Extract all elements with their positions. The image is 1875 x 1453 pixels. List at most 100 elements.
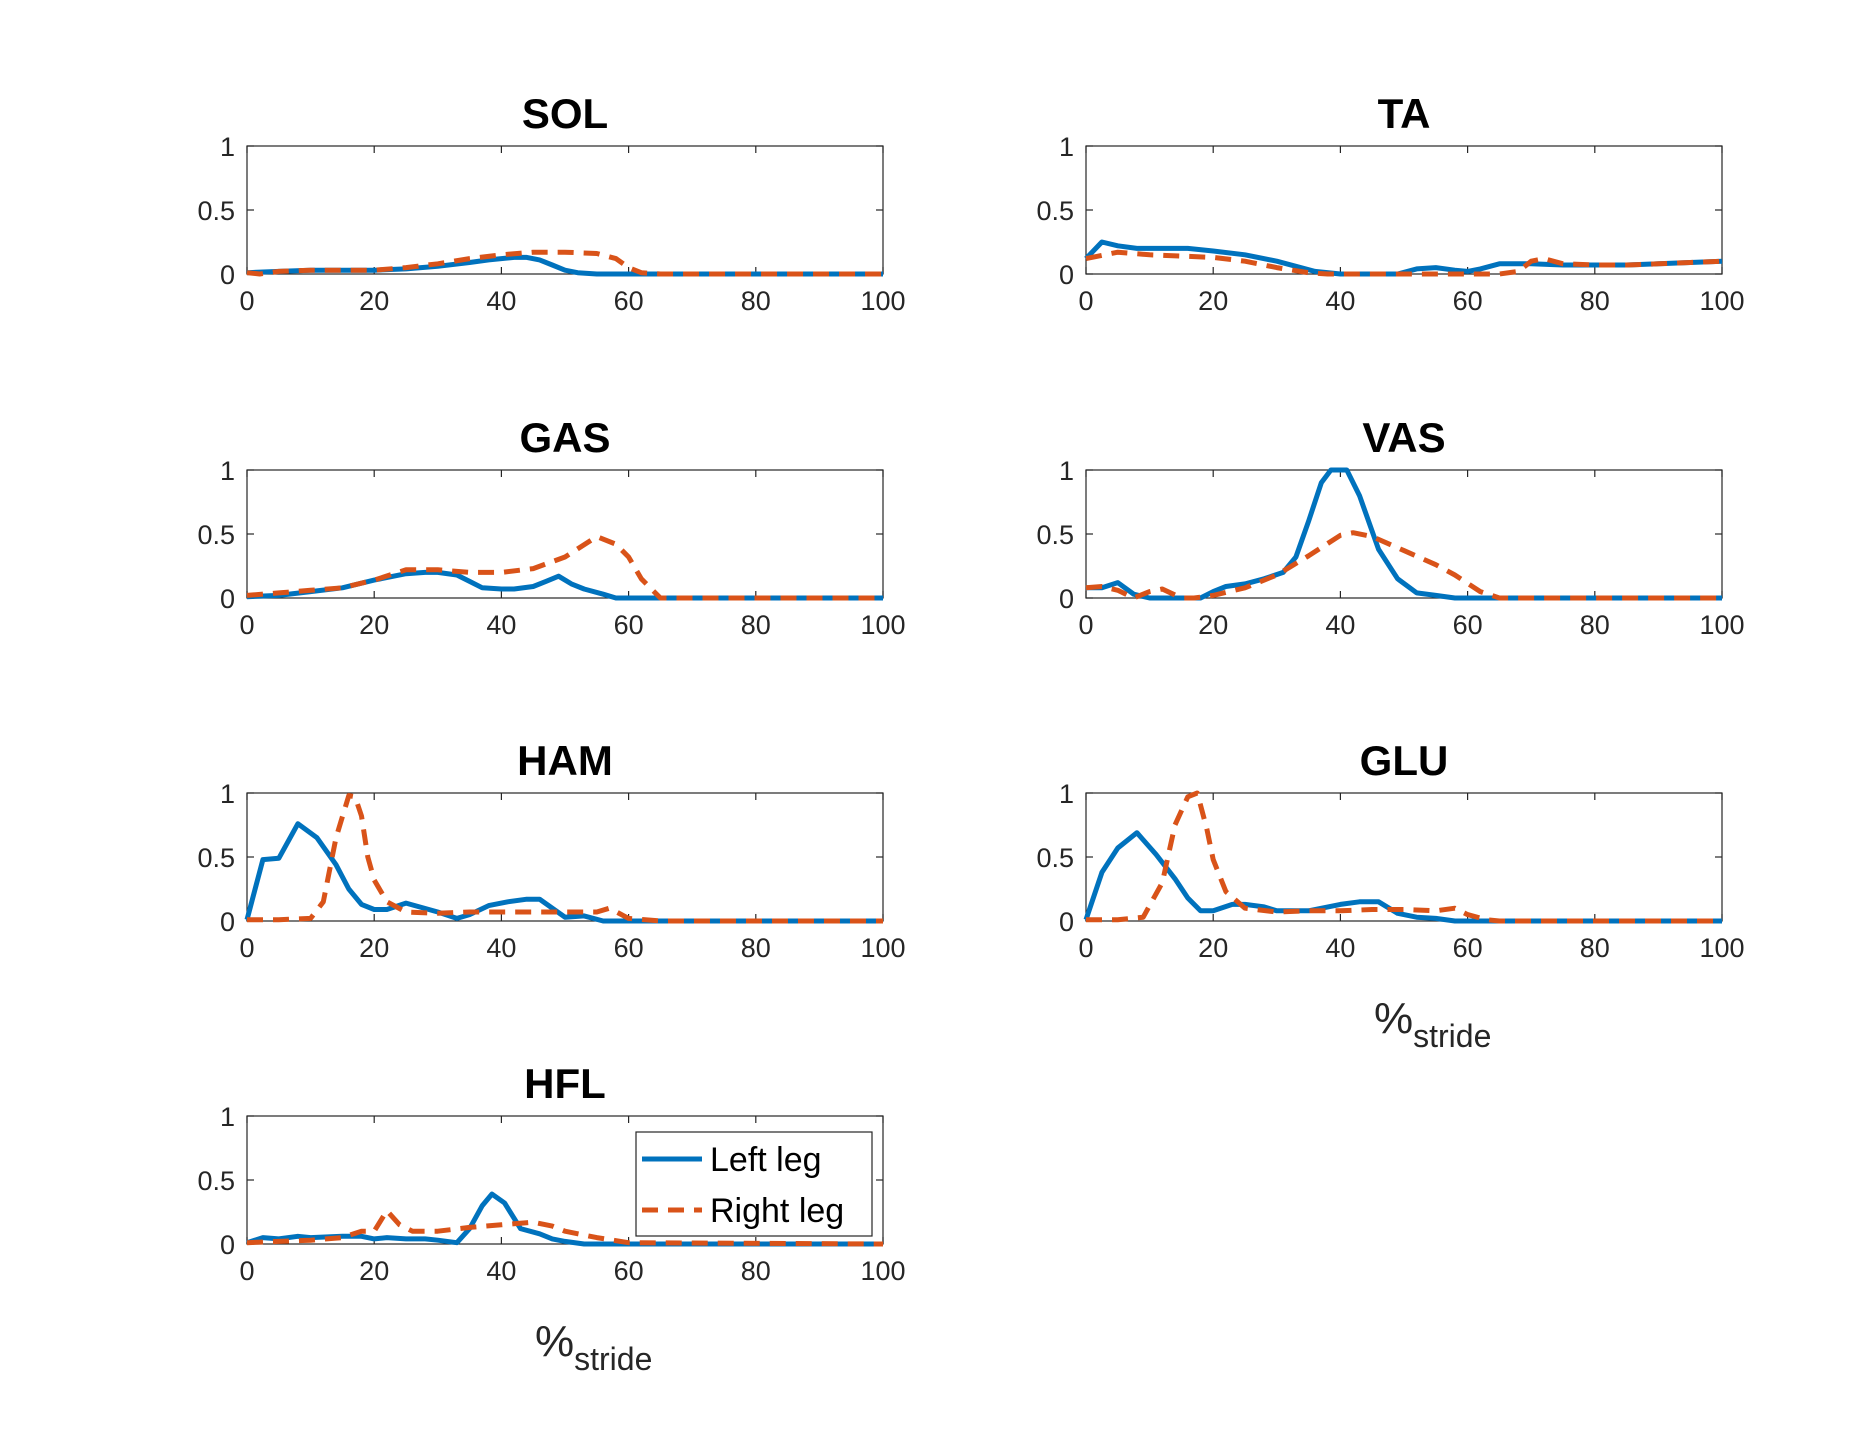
series-line-right-leg <box>1085 249 1723 277</box>
x-tick-label: 100 <box>1699 933 1744 963</box>
x-tick-label: 0 <box>1078 286 1093 316</box>
x-tick-label: 100 <box>860 286 905 316</box>
x-tick-label: 100 <box>860 1256 905 1286</box>
x-tick-label: 40 <box>486 1256 516 1286</box>
y-tick-label: 0 <box>1059 907 1074 937</box>
x-tick-label: 20 <box>359 933 389 963</box>
x-tick-label: 0 <box>239 933 254 963</box>
axes-box <box>1085 145 1723 275</box>
x-tick-label: 40 <box>1325 610 1355 640</box>
panel-sol: SOL 0 20 40 60 80 100 0 0.5 1 <box>197 90 905 316</box>
y-tick-label: 1 <box>220 1102 235 1132</box>
series-line-left-leg <box>1083 830 1722 924</box>
x-tick-label: 80 <box>741 1256 771 1286</box>
axes-box <box>246 469 884 599</box>
panel-ham: HAM 0 20 40 60 80 100 0 0.5 1 <box>197 737 905 963</box>
x-tick-label: 20 <box>359 286 389 316</box>
x-tick-label: 80 <box>1580 286 1610 316</box>
y-tick-label: 0 <box>1059 260 1074 290</box>
y-tick-label: 0.5 <box>1036 843 1074 873</box>
x-tick-label: 0 <box>1078 610 1093 640</box>
panel-vas: VAS 0 20 40 60 80 100 0 0.5 1 <box>1036 414 1744 640</box>
x-axis-label: %stride <box>1374 994 1491 1054</box>
y-tick-label: 1 <box>220 456 235 486</box>
panel-title-glu: GLU <box>1360 737 1449 784</box>
x-tick-label: 60 <box>614 933 644 963</box>
x-tick-label: 20 <box>1198 610 1228 640</box>
series-line-left-leg <box>244 821 883 924</box>
y-tick-label: 0 <box>220 1230 235 1260</box>
x-tick-label: 80 <box>741 286 771 316</box>
series-line-right-leg <box>246 534 883 601</box>
legend-label-right-leg: Right leg <box>710 1192 844 1230</box>
legend-label-left-leg: Left leg <box>710 1141 822 1179</box>
y-tick-label: 1 <box>1059 456 1074 486</box>
panel-glu: GLU 0 20 40 60 80 100 0 0.5 1 %stride <box>1036 737 1744 1054</box>
y-tick-label: 0.5 <box>197 196 235 226</box>
x-axis-label: %stride <box>535 1317 652 1377</box>
x-tick-label: 60 <box>614 610 644 640</box>
y-tick-label: 1 <box>1059 132 1074 162</box>
x-tick-label: 100 <box>1699 610 1744 640</box>
x-tick-label: 20 <box>359 1256 389 1286</box>
x-tick-label: 60 <box>1453 286 1483 316</box>
x-tick-label: 20 <box>1198 286 1228 316</box>
legend: Left leg Right leg <box>635 1131 873 1237</box>
series-line-left-leg <box>246 1191 883 1247</box>
y-tick-label: 0 <box>220 907 235 937</box>
panel-title-hfl: HFL <box>524 1060 606 1107</box>
series-line-right-leg <box>246 1208 884 1247</box>
panel-gas: GAS 0 20 40 60 80 100 0 0.5 1 <box>197 414 905 640</box>
x-tick-label: 100 <box>860 933 905 963</box>
axes-box <box>246 145 884 275</box>
x-tick-label: 20 <box>1198 933 1228 963</box>
y-tick-label: 0 <box>1059 584 1074 614</box>
y-tick-label: 1 <box>220 132 235 162</box>
y-tick-label: 0.5 <box>1036 520 1074 550</box>
x-tick-label: 80 <box>1580 610 1610 640</box>
y-tick-label: 0.5 <box>1036 196 1074 226</box>
x-tick-label: 0 <box>239 610 254 640</box>
y-tick-label: 1 <box>220 779 235 809</box>
panel-ta: TA 0 20 40 60 80 100 0 0.5 1 <box>1036 90 1744 316</box>
x-tick-label: 40 <box>486 286 516 316</box>
x-tick-label: 40 <box>1325 286 1355 316</box>
series-line-right-leg <box>1086 790 1722 924</box>
x-tick-label: 0 <box>1078 933 1093 963</box>
x-tick-label: 0 <box>239 286 254 316</box>
series-line-right-leg <box>1085 530 1722 601</box>
series-line-left-leg <box>1086 467 1722 601</box>
axes-box <box>246 792 884 922</box>
panel-title-sol: SOL <box>522 90 608 137</box>
panel-title-ta: TA <box>1378 90 1431 137</box>
x-tick-label: 60 <box>614 286 644 316</box>
panel-hfl: HFL 0 20 40 60 80 100 0 0.5 1 %stride Left leg Right… <box>197 1060 905 1377</box>
x-tick-label: 40 <box>486 933 516 963</box>
y-tick-label: 0.5 <box>197 520 235 550</box>
series-line-right-leg <box>247 793 883 924</box>
x-tick-label: 0 <box>239 1256 254 1286</box>
y-tick-label: 0.5 <box>197 843 235 873</box>
x-tick-label: 60 <box>1453 933 1483 963</box>
x-tick-label: 20 <box>359 610 389 640</box>
x-tick-label: 80 <box>741 610 771 640</box>
panel-title-vas: VAS <box>1362 414 1445 461</box>
y-tick-label: 0 <box>220 584 235 614</box>
x-tick-label: 60 <box>1453 610 1483 640</box>
x-tick-label: 60 <box>614 1256 644 1286</box>
axes-box <box>1085 469 1723 599</box>
panel-title-ham: HAM <box>517 737 613 784</box>
x-tick-label: 80 <box>1580 933 1610 963</box>
x-tick-label: 100 <box>860 610 905 640</box>
x-tick-label: 80 <box>741 933 771 963</box>
x-tick-label: 40 <box>1325 933 1355 963</box>
y-tick-label: 0 <box>220 260 235 290</box>
y-tick-label: 1 <box>1059 779 1074 809</box>
x-tick-label: 100 <box>1699 286 1744 316</box>
legend-box <box>635 1131 873 1237</box>
y-tick-label: 0.5 <box>197 1166 235 1196</box>
x-tick-label: 40 <box>486 610 516 640</box>
series-line-right-leg <box>246 249 883 277</box>
